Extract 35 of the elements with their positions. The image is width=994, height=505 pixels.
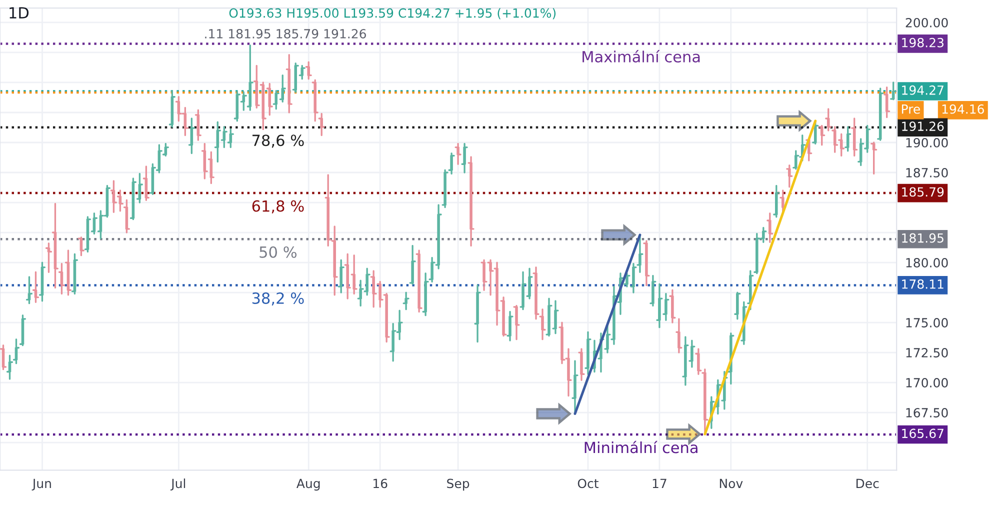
y-tick-label: 172.50 <box>906 348 948 358</box>
ref-line-label: 185.79 <box>902 187 944 197</box>
chart-title: 1D <box>10 7 29 18</box>
x-tick-label: Oct <box>578 478 598 488</box>
annotation: Minimální cena <box>584 440 698 454</box>
x-tick-label: 16 <box>373 478 388 488</box>
annotation: Maximální cena <box>582 50 700 62</box>
annotation: O193.63 H195.00 L193.59 C194.27 +1.95 (+1.01%) <box>229 8 556 20</box>
ref-line-label: 191.26 <box>902 122 944 132</box>
x-tick-label: 17 <box>652 478 666 488</box>
y-tick-label: 175.00 <box>906 318 948 328</box>
y-tick-label: 200.00 <box>906 18 948 28</box>
y-tick-label: 167.50 <box>906 408 948 418</box>
text: Pre <box>902 104 920 114</box>
annotation: 61,8 % <box>252 200 304 214</box>
ref-line-label: 194.27 <box>902 85 944 95</box>
annotation: 78,6 % <box>252 134 304 148</box>
x-tick-label: Sep <box>447 478 470 491</box>
ref-line-label: 198.23 <box>902 38 944 48</box>
y-tick-label: 170.00 <box>906 378 948 388</box>
x-tick-label: Dec <box>856 478 879 488</box>
x-tick-label: Aug <box>296 478 320 491</box>
y-tick-label: 180.00 <box>906 258 948 268</box>
x-tick-label: Jul <box>170 478 186 490</box>
annotation: .11 181.95 185.79 191.26 <box>205 29 366 38</box>
annotation: 38,2 % <box>252 292 304 306</box>
y-tick-label: 190.00 <box>906 138 948 148</box>
legend-label: 194.16 <box>942 104 984 114</box>
y-tick-label: 187.50 <box>906 168 948 178</box>
annotation: 50 % <box>260 246 297 258</box>
ref-line-label: 181.95 <box>902 233 944 243</box>
ref-line-label: 178.11 <box>902 279 944 289</box>
x-tick-label: Nov <box>720 478 743 488</box>
x-tick-label: Jun <box>32 478 51 490</box>
ref-line-label: 165.67 <box>902 428 944 438</box>
